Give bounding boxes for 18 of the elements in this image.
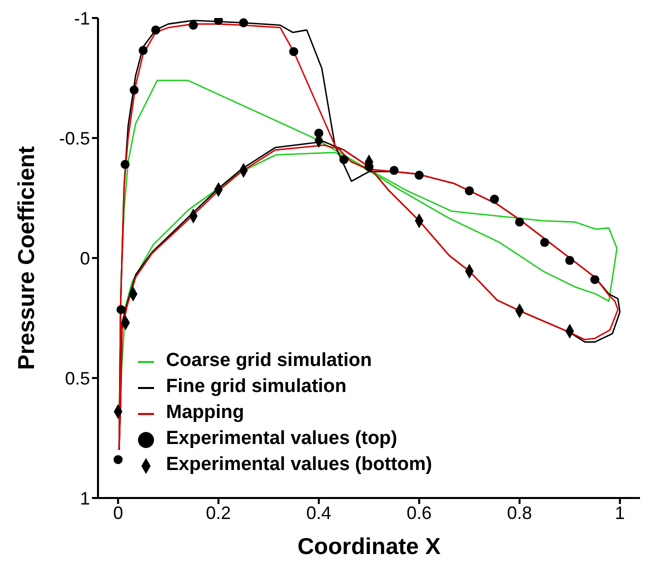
- legend-label: Fine grid simulation: [166, 376, 347, 397]
- x-axis-title: Coordinate X: [297, 533, 442, 559]
- y-tick-label: 0.5: [64, 368, 90, 388]
- x-tick-label: 0: [113, 502, 124, 523]
- legend-label: Experimental values (top): [166, 428, 398, 449]
- y-tick-label: 1: [80, 488, 90, 508]
- x-tick-label: 0.6: [406, 502, 432, 523]
- x-tick-label: 1: [614, 502, 625, 523]
- x-tick-label: 0.2: [206, 502, 231, 523]
- x-tick-label: 0.8: [507, 502, 532, 523]
- y-axis-title: Pressure Coefficient: [13, 146, 40, 370]
- legend-label: Mapping: [166, 402, 244, 423]
- y-tick-label: 0: [80, 248, 90, 268]
- x-tick-label: 0.4: [306, 502, 332, 523]
- legend-label: Experimental values (bottom): [166, 454, 432, 475]
- legend-label: Coarse grid simulation: [166, 350, 372, 371]
- y-tick-label: -0.5: [58, 128, 90, 148]
- y-tick-label: -1: [74, 8, 90, 28]
